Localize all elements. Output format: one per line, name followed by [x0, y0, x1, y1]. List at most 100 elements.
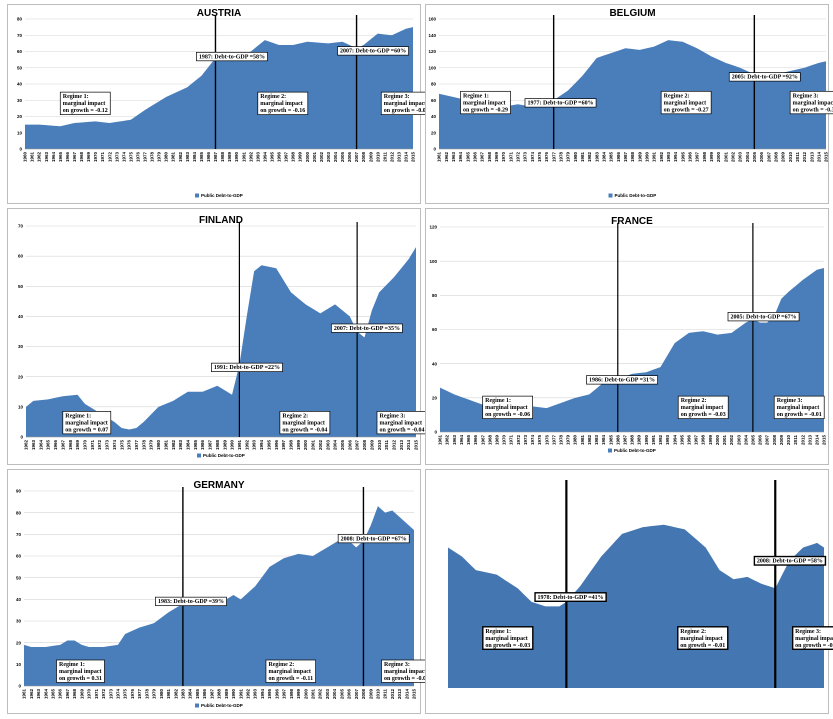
- y-tick-label: 100: [429, 259, 437, 264]
- x-tick-label: 1975: [119, 440, 124, 451]
- x-tick-label: 1963: [31, 440, 36, 451]
- x-tick-label: 1961: [438, 435, 443, 446]
- annotation-frame: [265, 659, 316, 683]
- x-tick-label: 1976: [127, 440, 132, 451]
- annotation-box: 2005: Debt-to-GDP =67%: [727, 312, 800, 322]
- x-tick-label: 1990: [230, 440, 235, 451]
- x-tick-label: 1977: [143, 152, 148, 163]
- y-tick-label: 60: [17, 49, 23, 54]
- x-tick-label: 2009: [368, 689, 373, 700]
- annotation-text: 1983: Debt-to-GDP =39%: [158, 599, 224, 605]
- x-tick-label: 1971: [94, 689, 99, 700]
- x-tick-label: 1965: [50, 689, 55, 700]
- x-tick-label: 1975: [537, 152, 542, 163]
- x-tick-label: 2004: [745, 152, 750, 163]
- y-tick-label: 20: [432, 395, 438, 400]
- y-tick-label: 30: [18, 344, 24, 349]
- annotation-text: on growth = -0.01: [777, 412, 822, 418]
- x-tick-label: 1961: [437, 152, 442, 163]
- annotation-box: 1991: Debt-to-GDP =22%: [211, 362, 283, 372]
- x-tick-label: 2002: [318, 689, 323, 700]
- x-tick-label: 2002: [319, 152, 324, 163]
- x-tick-label: 1970: [87, 689, 92, 700]
- y-tick-label: 50: [17, 65, 23, 70]
- x-tick-label: 1972: [515, 152, 520, 163]
- x-tick-label: 2004: [333, 152, 338, 163]
- x-tick-label: 1995: [266, 440, 271, 451]
- x-tick-label: 2014: [816, 152, 821, 163]
- x-tick-label: 1985: [199, 152, 204, 163]
- x-tick-label: 1962: [444, 152, 449, 163]
- x-tick-label: 1998: [702, 152, 707, 163]
- x-tick-label: 1979: [149, 440, 154, 451]
- x-tick-label: 2000: [715, 435, 720, 446]
- x-tick-label: 2014: [404, 689, 409, 700]
- x-tick-label: 2011: [793, 435, 798, 445]
- legend: Public Debt-to-GDP: [608, 448, 656, 453]
- x-tick-label: 1967: [60, 440, 65, 451]
- y-tick-label: 20: [16, 640, 22, 645]
- x-tick-label: 1997: [282, 689, 287, 700]
- x-tick-label: 1997: [281, 440, 286, 451]
- x-tick-label: 1978: [150, 152, 155, 163]
- x-tick-label: 1998: [701, 435, 706, 446]
- x-tick-label: 1988: [215, 440, 220, 451]
- x-tick-label: 2007: [355, 440, 360, 451]
- x-tick-label: 1968: [487, 152, 492, 163]
- annotation-text: marginal impact: [777, 405, 820, 411]
- x-tick-label: 1984: [185, 440, 190, 451]
- x-tick-label: 1971: [508, 152, 513, 163]
- x-tick-label: 1983: [178, 440, 183, 451]
- x-tick-label: 1990: [644, 435, 649, 446]
- x-tick-label: 2007: [354, 152, 359, 163]
- annotation-text: marginal impact: [793, 100, 833, 106]
- x-tick-label: 1970: [93, 152, 98, 163]
- x-tick-label: 1999: [296, 440, 301, 451]
- x-tick-label: 1994: [673, 152, 678, 163]
- y-tick-label: 0: [18, 684, 21, 689]
- x-tick-label: 2010: [375, 689, 380, 700]
- x-tick-label: 1971: [90, 440, 95, 451]
- x-tick-label: 1965: [465, 152, 470, 163]
- x-tick-label: 2004: [743, 435, 748, 446]
- y-tick-label: 70: [16, 532, 22, 537]
- x-tick-label: 1996: [687, 152, 692, 163]
- x-tick-label: 2014: [404, 152, 409, 163]
- annotation-frame: [331, 323, 403, 333]
- chart-panel-austria: 0 10 20 30 40 50 60 70 80 1960 1961 1962 1963 1964 196…: [7, 4, 432, 204]
- x-tick-label: 1989: [637, 152, 642, 163]
- y-tick-label: 20: [431, 130, 437, 135]
- x-tick-label: 1967: [65, 689, 70, 700]
- x-tick-label: 2005: [752, 152, 757, 163]
- x-tick-label: 2011: [795, 152, 800, 162]
- x-tick-label: 2012: [800, 435, 805, 446]
- annotation-text: marginal impact: [680, 636, 723, 642]
- x-tick-label: 1978: [144, 689, 149, 700]
- legend-label: Public Debt-to-GDP: [203, 453, 245, 458]
- x-tick-label: 2011: [382, 152, 387, 162]
- x-tick-label: 1981: [580, 435, 585, 446]
- annotation-text: Regime 1:: [485, 398, 511, 404]
- annotation-text: marginal impact: [63, 101, 106, 107]
- debt-area-series: [439, 40, 826, 149]
- annotation-text: Regime 1:: [463, 93, 489, 99]
- x-tick-label: 1980: [573, 435, 578, 446]
- x-tick-label: 1986: [615, 435, 620, 446]
- x-tick-label: 1965: [46, 440, 51, 451]
- x-tick-label: 1970: [502, 435, 507, 446]
- x-tick-label: 2010: [375, 152, 380, 163]
- x-tick-label: 1982: [173, 689, 178, 700]
- x-tick-label: 2011: [384, 440, 389, 450]
- x-tick-label: 1976: [544, 152, 549, 163]
- annotation-text: marginal impact: [380, 420, 423, 426]
- x-tick-label: 2001: [311, 440, 316, 451]
- annotation-text: Regime 3:: [384, 662, 410, 668]
- y-tick-label: 10: [18, 404, 24, 409]
- chart-panel-finland: 0 10 20 30 40 50 60 70 1962 1963 1964 1965 1966 1967 1…: [7, 208, 428, 465]
- x-tick-label: 1968: [79, 152, 84, 163]
